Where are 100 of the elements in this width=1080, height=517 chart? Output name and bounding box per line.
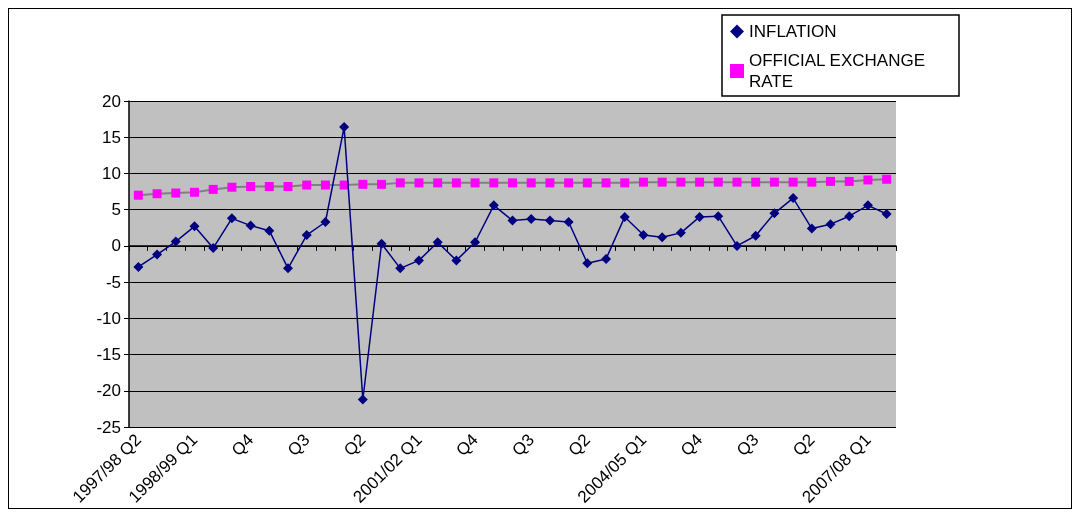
- point: [470, 178, 480, 188]
- point: [414, 178, 424, 188]
- point: [882, 174, 892, 184]
- point: [619, 211, 630, 222]
- y-tick-label: 15: [102, 127, 121, 147]
- x-tick-label: Q4: [676, 430, 707, 460]
- point: [526, 214, 537, 225]
- point: [657, 177, 667, 187]
- point: [264, 225, 275, 236]
- point: [863, 175, 873, 185]
- point: [638, 177, 648, 187]
- point: [620, 178, 630, 188]
- point: [826, 176, 836, 186]
- point: [675, 227, 686, 238]
- point: [152, 189, 162, 199]
- x-tick-label: Q3: [283, 430, 314, 460]
- point: [713, 211, 724, 222]
- point: [788, 177, 798, 187]
- point: [357, 394, 368, 405]
- point: [208, 184, 218, 194]
- point: [862, 200, 873, 211]
- point: [713, 177, 723, 187]
- point: [544, 215, 555, 226]
- point: [320, 217, 331, 227]
- legend-label: OFFICIAL EXCHANGE RATE: [749, 51, 930, 91]
- point: [601, 178, 611, 188]
- point: [601, 253, 612, 264]
- point: [171, 188, 181, 198]
- point: [788, 193, 799, 204]
- point: [283, 263, 294, 274]
- point: [657, 232, 668, 243]
- point: [432, 237, 443, 248]
- x-tick-label: Q3: [732, 430, 763, 460]
- y-tick-label: 10: [102, 163, 121, 183]
- point: [189, 187, 199, 197]
- point: [881, 209, 892, 220]
- point: [751, 177, 761, 187]
- point: [806, 223, 817, 234]
- x-tick-label: Q4: [452, 430, 482, 460]
- point: [283, 182, 293, 191]
- point: [227, 182, 237, 192]
- point: [769, 177, 779, 187]
- x-tick-label: Q4: [227, 430, 258, 460]
- point: [413, 255, 424, 266]
- point: [133, 190, 143, 200]
- point: [170, 236, 181, 247]
- point: [638, 230, 649, 241]
- y-tick-label: -10: [96, 308, 121, 328]
- y-tick-label: 5: [111, 200, 121, 220]
- x-tick-label: Q3: [508, 430, 538, 460]
- point: [302, 180, 312, 190]
- point: [695, 177, 705, 187]
- point: [731, 240, 742, 251]
- point: [844, 211, 855, 222]
- point: [488, 200, 499, 211]
- point: [301, 230, 312, 241]
- point: [825, 219, 836, 230]
- y-tick-label: 20: [102, 91, 121, 111]
- point: [395, 178, 405, 188]
- point: [395, 263, 406, 274]
- point: [564, 178, 574, 188]
- point: [246, 182, 256, 191]
- point: [844, 176, 854, 186]
- point: [377, 179, 387, 189]
- point: [582, 178, 592, 188]
- point: [489, 178, 499, 188]
- point: [582, 258, 593, 269]
- point: [358, 179, 368, 189]
- point: [245, 220, 256, 231]
- point: [545, 178, 555, 188]
- point: [807, 177, 817, 187]
- point: [433, 178, 443, 188]
- y-tick-label: -5: [105, 272, 121, 292]
- x-tick-label: Q2: [564, 430, 595, 460]
- point: [507, 215, 518, 226]
- point: [470, 237, 481, 248]
- point: [320, 180, 330, 190]
- point: [189, 221, 200, 232]
- legend-label: INFLATION: [749, 22, 837, 41]
- point: [152, 249, 163, 260]
- point: [508, 178, 517, 188]
- point: [226, 213, 237, 224]
- point: [208, 243, 219, 254]
- point: [750, 230, 761, 241]
- y-tick-label: -20: [96, 381, 121, 401]
- point: [133, 261, 144, 272]
- x-tick-label: Q2: [789, 430, 819, 460]
- y-tick-label: 0: [111, 236, 121, 256]
- point: [526, 178, 536, 188]
- y-tick-label: -25: [96, 417, 121, 437]
- point: [563, 217, 574, 227]
- x-tick-label: Q2: [340, 430, 370, 460]
- point: [732, 177, 742, 187]
- point: [451, 178, 461, 188]
- point: [451, 255, 462, 266]
- y-tick-label: -15: [96, 345, 121, 365]
- point: [694, 211, 705, 222]
- point: [376, 238, 387, 249]
- point: [676, 177, 686, 187]
- point: [769, 208, 780, 219]
